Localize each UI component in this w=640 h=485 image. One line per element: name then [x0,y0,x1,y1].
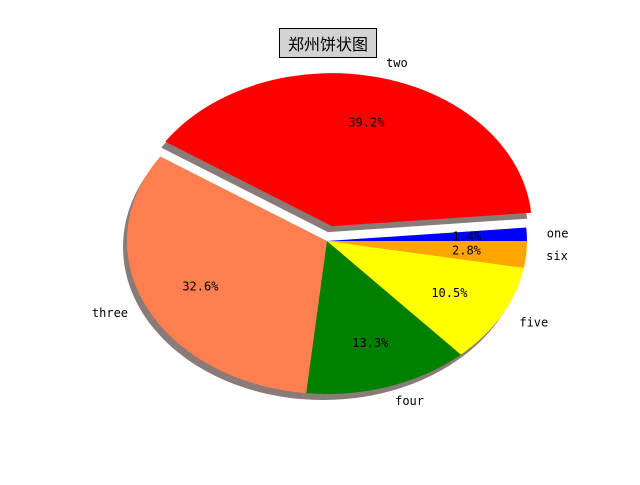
slice-percent-two: 39.2% [348,115,385,129]
slice-percent-three: 32.6% [182,280,219,294]
pie-slice-four [306,241,461,395]
slice-label-four: four [395,394,424,408]
slice-label-two: two [386,56,408,70]
slice-label-three: three [92,306,128,320]
pie-slice-one [327,227,527,241]
slice-percent-six: 2.8% [452,243,482,257]
slice-label-six: six [546,249,568,263]
pie-slice-six [327,241,527,268]
slice-percent-five: 10.5% [431,286,468,300]
chart-title: 郑州饼状图 [279,28,377,58]
slice-percent-one: 1.4% [452,229,482,243]
pie-slice-three [127,156,327,394]
pie-slice-two [165,73,532,227]
slice-label-five: five [519,316,548,330]
slice-label-one: one [547,227,569,241]
slice-percent-four: 13.3% [352,336,389,350]
pie-slice-five [327,241,524,355]
